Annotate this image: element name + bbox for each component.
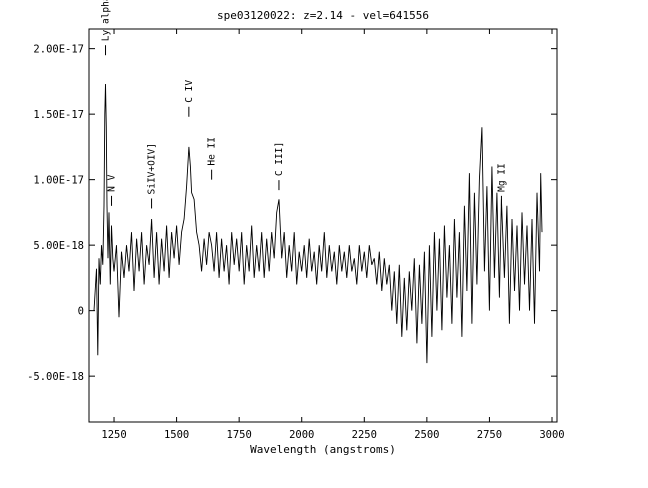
emission-line-label: SiIV+OIV] — [147, 143, 158, 194]
x-axis-label: Wavelength (angstroms) — [250, 443, 396, 456]
plot-frame — [88, 28, 558, 423]
x-tick-label: 1250 — [101, 429, 126, 441]
spectrum-series-line — [93, 83, 543, 364]
x-tick-label: 2000 — [289, 429, 314, 441]
emission-line-label: N V — [107, 174, 118, 191]
y-tick-label: 1.50E-17 — [33, 109, 84, 121]
x-axis: 1250 1500 1750 2000 2250 2500 2750 3000 — [101, 29, 565, 441]
x-tick-label: 2750 — [477, 429, 502, 441]
y-tick-label: 1.00E-17 — [33, 175, 84, 187]
emission-line-label: C III] — [274, 142, 285, 176]
x-tick-label: 3000 — [539, 429, 564, 441]
y-tick-label: 5.00E-18 — [33, 240, 84, 252]
y-axis: -5.00E-18 0 5.00E-18 1.00E-17 1.50E-17 2.00E-… — [27, 44, 557, 383]
y-tick-label: 2.00E-17 — [33, 44, 84, 56]
x-tick-label: 2500 — [414, 429, 439, 441]
y-tick-label: -5.00E-18 — [27, 371, 84, 383]
x-tick-label: 1750 — [227, 429, 252, 441]
emission-line-label: He II — [207, 137, 218, 166]
chart-title: spe03120022: z=2.14 - vel=641556 — [217, 9, 429, 22]
emission-line-label: Ly alpha — [101, 0, 112, 41]
emission-line-label: C IV — [184, 80, 195, 103]
x-tick-label: 2250 — [352, 429, 377, 441]
y-tick-label: 0 — [78, 306, 84, 318]
emission-line-labels: Ly alpha N V SiIV+OIV] C IV He II C III] Mg II — [101, 0, 507, 209]
x-tick-label: 1500 — [164, 429, 189, 441]
emission-line-label: Mg II — [496, 163, 507, 192]
